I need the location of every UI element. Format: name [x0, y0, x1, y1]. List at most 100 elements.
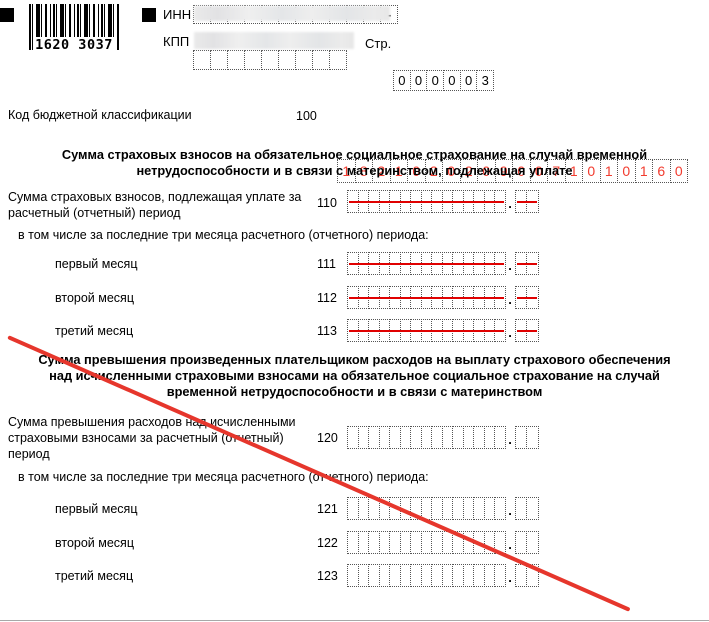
kpp-label: КПП — [163, 34, 190, 49]
row-123-label: третий месяц — [55, 569, 134, 583]
decimal-separator: . — [508, 292, 512, 307]
digit-cell — [526, 252, 539, 275]
rubles-cells — [347, 531, 506, 554]
row-113-code: 113 — [317, 324, 337, 338]
amount-field-123[interactable]: . — [347, 564, 539, 587]
digit-cell — [494, 531, 506, 554]
section2-months-intro: в том числе за последние три месяца расч… — [18, 470, 429, 484]
decimal-separator: . — [508, 325, 512, 340]
digit-cell: 0 — [669, 159, 688, 183]
row-112-label: второй месяц — [55, 291, 134, 305]
kopecks-cells — [514, 286, 539, 309]
amount-field-110[interactable]: . — [347, 190, 539, 213]
digit-cell — [526, 319, 539, 342]
amount-field-120[interactable]: . — [347, 426, 539, 449]
kpp-field[interactable] — [193, 50, 709, 70]
rubles-cells — [347, 426, 506, 449]
amount-field-112[interactable]: . — [347, 286, 539, 309]
digit-cell — [494, 286, 506, 309]
digit-cell: 3 — [476, 70, 495, 91]
row-121-label: первый месяц — [55, 502, 138, 516]
row-112-code: 112 — [317, 291, 337, 305]
digit-cell — [261, 50, 279, 70]
amount-field-121[interactable]: . — [347, 497, 539, 520]
kbk-line-code: 100 — [296, 109, 317, 123]
inn-value-redacted[interactable] — [194, 6, 390, 21]
decimal-separator: . — [508, 537, 512, 552]
inn-label: ИНН — [163, 7, 192, 22]
digit-cell — [295, 50, 313, 70]
page-label: Стр. — [365, 36, 392, 51]
barcode-number: 1620 3037 — [33, 37, 115, 53]
rubles-cells — [347, 190, 506, 213]
decimal-separator: . — [508, 432, 512, 447]
digit-cell — [494, 252, 506, 275]
row-122-code: 122 — [317, 536, 338, 550]
form-barcode: 1620 3037 — [29, 4, 119, 53]
rubles-cells — [347, 286, 506, 309]
digit-cell — [526, 497, 539, 520]
rubles-cells — [347, 252, 506, 275]
rubles-cells — [347, 564, 506, 587]
amount-field-113[interactable]: . — [347, 319, 539, 342]
rubles-cells — [347, 497, 506, 520]
amount-field-111[interactable]: . — [347, 252, 539, 275]
page-bottom-divider — [0, 620, 709, 621]
digit-cell: 0 — [393, 70, 411, 91]
digit-cell — [494, 190, 506, 213]
digit-cell — [526, 190, 539, 213]
row-110-label: Сумма страховых взносов, подлежащая упла… — [8, 190, 302, 220]
digit-cell — [494, 497, 506, 520]
decimal-separator: . — [508, 503, 512, 518]
section1-heading: Сумма страховых взносов на обязательное … — [61, 147, 648, 178]
section2-heading: Сумма превышения произведенных плательщи… — [38, 352, 671, 399]
amount-field-122[interactable]: . — [347, 531, 539, 554]
decimal-separator: . — [508, 258, 512, 273]
rubles-cells — [347, 319, 506, 342]
digit-cell — [210, 50, 228, 70]
kopecks-cells — [514, 319, 539, 342]
row-110-code: 110 — [317, 196, 337, 210]
digit-cell — [278, 50, 296, 70]
digit-cell — [193, 50, 211, 70]
decimal-separator: . — [508, 570, 512, 585]
decimal-separator: . — [508, 196, 512, 211]
kopecks-cells — [514, 252, 539, 275]
digit-cell: 0 — [409, 70, 428, 91]
digit-cell — [526, 426, 539, 449]
row-123-code: 123 — [317, 569, 338, 583]
digit-cell — [526, 564, 539, 587]
row-111-label: первый месяц — [55, 257, 138, 271]
row-113-label: третий месяц — [55, 324, 134, 338]
kopecks-cells — [514, 190, 539, 213]
section1-months-intro: в том числе за последние три месяца расч… — [18, 228, 429, 242]
kopecks-cells — [514, 426, 539, 449]
digit-cell — [526, 286, 539, 309]
kbk-label: Код бюджетной классификации — [8, 108, 192, 122]
row-120-code: 120 — [317, 431, 338, 445]
kopecks-cells — [514, 531, 539, 554]
registration-mark-right — [142, 8, 156, 22]
digit-cell: 0 — [443, 70, 461, 91]
digit-cell — [227, 50, 245, 70]
digit-cell — [494, 319, 506, 342]
digit-cell — [494, 564, 506, 587]
digit-cell: 0 — [459, 70, 478, 91]
kpp-value-redacted[interactable] — [194, 32, 354, 49]
digit-cell — [329, 50, 347, 70]
digit-cell — [526, 531, 539, 554]
registration-mark-left — [0, 8, 14, 22]
kopecks-cells — [514, 497, 539, 520]
digit-cell: 0 — [426, 70, 445, 91]
kopecks-cells — [514, 564, 539, 587]
row-121-code: 121 — [317, 502, 338, 516]
row-120-label: Сумма превышения расходов над исчисленны… — [8, 415, 296, 461]
digit-cell — [494, 426, 506, 449]
digit-cell — [312, 50, 330, 70]
row-122-label: второй месяц — [55, 536, 134, 550]
digit-cell — [244, 50, 262, 70]
row-111-code: 111 — [317, 257, 337, 271]
